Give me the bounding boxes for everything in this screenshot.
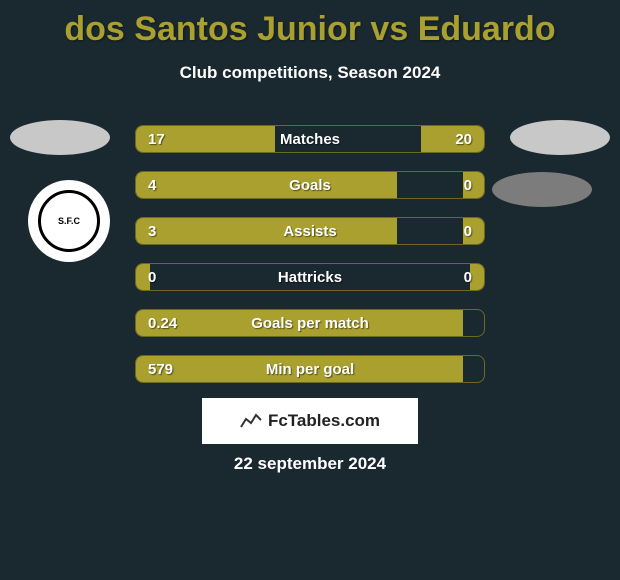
- crest-text: S.F.C: [58, 217, 80, 226]
- stat-label: Goals per match: [136, 310, 484, 336]
- stat-label: Goals: [136, 172, 484, 198]
- stat-label: Hattricks: [136, 264, 484, 290]
- page-subtitle: Club competitions, Season 2024: [0, 63, 620, 83]
- stat-row-assists: 3 Assists 0: [135, 217, 485, 245]
- stat-label: Matches: [136, 126, 484, 152]
- stat-row-matches: 17 Matches 20: [135, 125, 485, 153]
- player-right-crest: [492, 172, 592, 207]
- stat-row-mpg: 579 Min per goal: [135, 355, 485, 383]
- page-title: dos Santos Junior vs Eduardo: [0, 0, 620, 49]
- stat-label: Min per goal: [136, 356, 484, 382]
- stat-right-value: 0: [464, 172, 472, 198]
- player-right-avatar: [510, 120, 610, 155]
- brand-logo-icon: [240, 413, 262, 429]
- brand-text: FcTables.com: [268, 411, 380, 431]
- stat-label: Assists: [136, 218, 484, 244]
- stat-right-value: 0: [464, 218, 472, 244]
- stat-row-goals: 4 Goals 0: [135, 171, 485, 199]
- player-left-crest: S.F.C: [28, 180, 110, 262]
- stat-right-value: 0: [464, 264, 472, 290]
- brand-box: FcTables.com: [202, 398, 418, 444]
- crest-badge: S.F.C: [38, 190, 100, 252]
- date-label: 22 september 2024: [0, 454, 620, 474]
- stat-row-hattricks: 0 Hattricks 0: [135, 263, 485, 291]
- stat-right-value: 20: [455, 126, 472, 152]
- stats-bars: 17 Matches 20 4 Goals 0 3 Assists 0 0 Ha…: [135, 125, 485, 401]
- player-left-avatar: [10, 120, 110, 155]
- stat-row-gpm: 0.24 Goals per match: [135, 309, 485, 337]
